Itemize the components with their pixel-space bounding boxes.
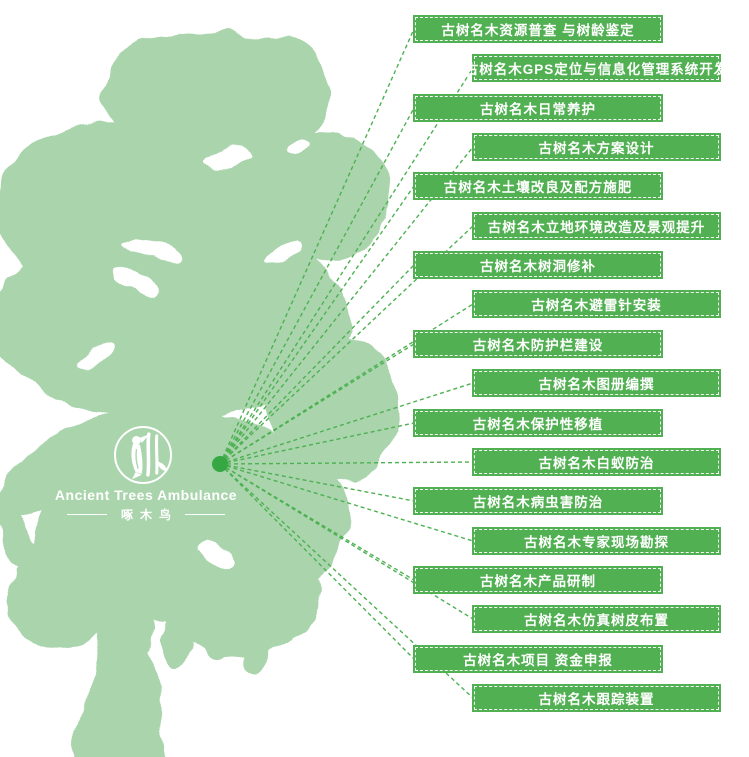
service-box-1: 古树名木资源普查 与树龄鉴定 [413,15,663,43]
service-box-8: 古树名木避雷针安装 [472,290,721,318]
service-box-9: 古树名木防护栏建设 [413,330,663,358]
woodpecker-logo-icon [114,426,172,484]
service-box-4: 古树名木方案设计 [472,133,721,161]
service-box-10: 古树名木图册编撰 [472,369,721,397]
service-box-2: 古树名木GPS定位与信息化管理系统开发 [465,54,727,82]
logo-subtitle: 啄木鸟 [26,506,266,523]
service-box-7: 古树名木树洞修补 [413,251,663,279]
logo-subtitle-text: 啄木鸟 [120,508,178,522]
service-box-11: 古树名木保护性移植 [413,409,663,437]
service-box-15: 古树名木产品研制 [413,566,663,594]
service-box-13: 古树名木病虫害防治 [413,487,663,515]
service-box-5: 古树名木土壤改良及配方施肥 [413,172,663,200]
tree-trunk [71,572,170,757]
service-box-17: 古树名木项目 资金申报 [413,645,663,673]
logo-title: Ancient Trees Ambulance [54,487,238,503]
service-box-12: 古树名木白蚁防治 [472,448,721,476]
service-box-14: 古树名木专家现场勘探 [472,527,721,555]
subtitle-left-rule [66,513,107,516]
service-box-3: 古树名木日常养护 [413,94,663,122]
hub-dot [212,456,228,472]
service-box-16: 古树名木仿真树皮布置 [472,605,721,633]
subtitle-right-rule [185,513,225,516]
service-box-6: 古树名木立地环境改造及景观提升 [472,212,721,240]
service-box-18: 古树名木跟踪装置 [472,684,721,712]
tree-canopy [0,30,398,757]
